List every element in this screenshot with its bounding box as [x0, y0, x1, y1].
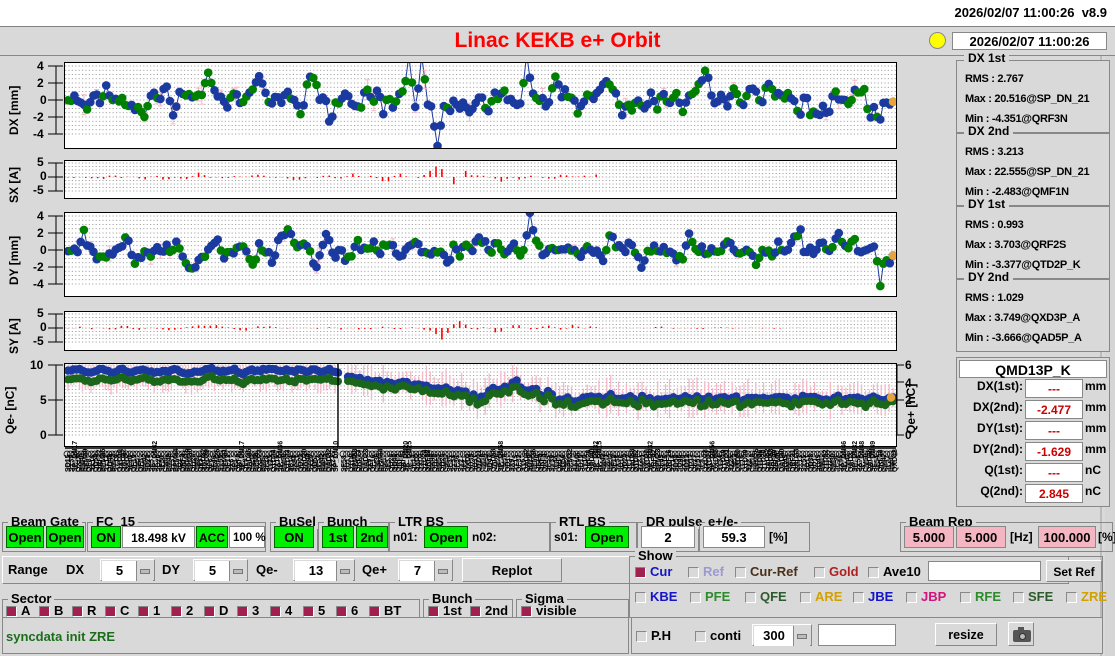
svg-text:QXD48: QXD48 [892, 449, 899, 472]
svg-text:SP_DN10: SP_DN10 [333, 441, 340, 472]
